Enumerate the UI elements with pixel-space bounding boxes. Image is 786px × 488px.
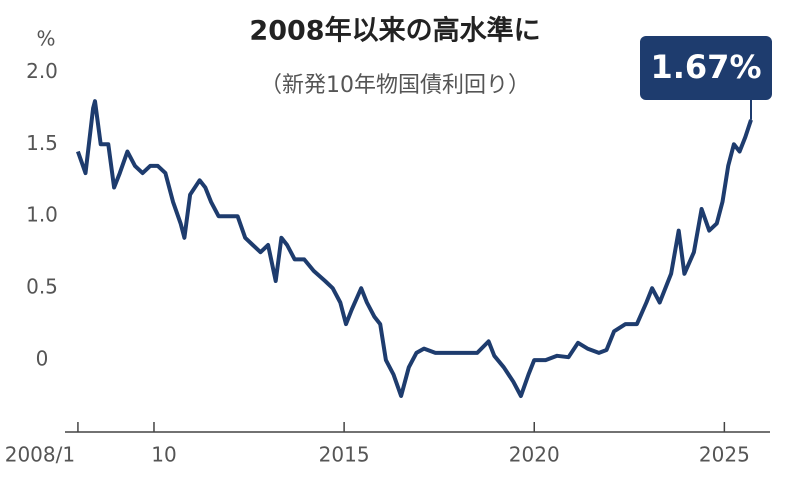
y-tick-label: 0 bbox=[36, 347, 49, 371]
y-unit: % bbox=[36, 27, 55, 51]
chart-title: 2008年以来の高水準に bbox=[249, 15, 540, 47]
x-tick-label: 10 bbox=[151, 443, 176, 467]
chart-subtitle: （新発10年物国債利回り） bbox=[260, 73, 530, 98]
x-tick-label: 2008/1 bbox=[5, 443, 75, 467]
y-tick-label: 1.5 bbox=[26, 131, 58, 155]
y-tick-label: 1.0 bbox=[26, 203, 58, 227]
x-tick-label: 2020 bbox=[509, 443, 560, 467]
x-tick-label: 2025 bbox=[699, 443, 750, 467]
line bbox=[76, 99, 753, 398]
y-tick-label: 0.5 bbox=[26, 275, 58, 299]
value-label: 1.67% bbox=[650, 48, 761, 86]
x-tick-label: 2015 bbox=[319, 443, 370, 467]
y-tick-label: 2.0 bbox=[26, 59, 58, 83]
label-box bbox=[640, 36, 772, 100]
